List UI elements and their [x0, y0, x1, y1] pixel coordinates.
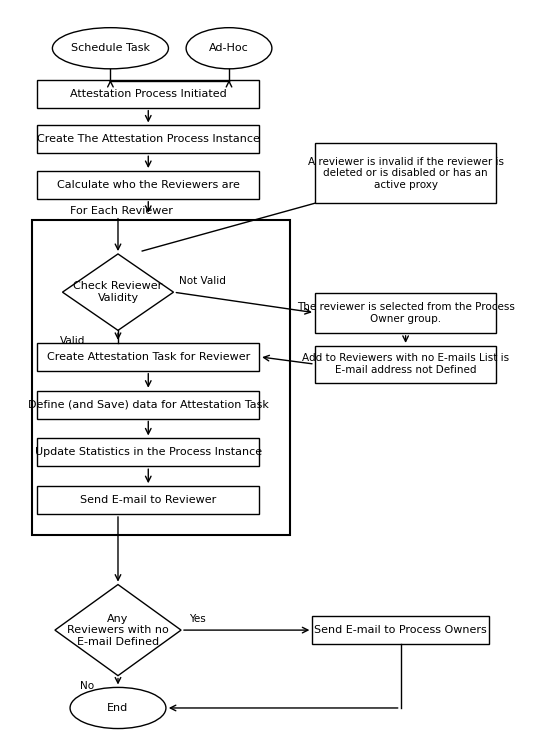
Ellipse shape: [70, 687, 166, 729]
Text: Valid: Valid: [60, 336, 85, 345]
Ellipse shape: [186, 27, 272, 69]
Text: No: No: [80, 681, 94, 691]
Text: Yes: Yes: [189, 614, 206, 624]
Polygon shape: [55, 585, 181, 675]
FancyBboxPatch shape: [315, 293, 497, 333]
Text: Update Statistics in the Process Instance: Update Statistics in the Process Instanc…: [35, 447, 262, 457]
Text: Any
Reviewers with no
E-mail Defined: Any Reviewers with no E-mail Defined: [67, 614, 169, 646]
Polygon shape: [62, 254, 173, 331]
FancyBboxPatch shape: [312, 616, 489, 644]
Text: Calculate who the Reviewers are: Calculate who the Reviewers are: [57, 180, 240, 190]
Text: Create The Attestation Process Instance: Create The Attestation Process Instance: [37, 134, 260, 144]
FancyBboxPatch shape: [37, 126, 259, 153]
FancyBboxPatch shape: [37, 391, 259, 418]
Text: Define (and Save) data for Attestation Task: Define (and Save) data for Attestation T…: [28, 400, 268, 409]
FancyBboxPatch shape: [315, 143, 497, 204]
Text: Check Reviewer
Validity: Check Reviewer Validity: [73, 282, 162, 303]
Text: Attestation Process Initiated: Attestation Process Initiated: [70, 89, 226, 99]
FancyBboxPatch shape: [32, 220, 289, 535]
Text: For Each Reviewer: For Each Reviewer: [70, 206, 173, 215]
Ellipse shape: [52, 27, 168, 69]
FancyBboxPatch shape: [37, 486, 259, 514]
Text: End: End: [108, 703, 129, 713]
Text: The reviewer is selected from the Process
Owner group.: The reviewer is selected from the Proces…: [296, 302, 514, 323]
Text: Send E-mail to Reviewer: Send E-mail to Reviewer: [80, 495, 216, 505]
FancyBboxPatch shape: [315, 345, 497, 383]
Text: A reviewer is invalid if the reviewer is
deleted or is disabled or has an
active: A reviewer is invalid if the reviewer is…: [308, 157, 504, 189]
FancyBboxPatch shape: [37, 438, 259, 467]
FancyBboxPatch shape: [37, 171, 259, 199]
Text: Schedule Task: Schedule Task: [71, 43, 150, 53]
FancyBboxPatch shape: [37, 343, 259, 371]
Text: Ad-Hoc: Ad-Hoc: [209, 43, 249, 53]
FancyBboxPatch shape: [37, 80, 259, 108]
Text: Send E-mail to Process Owners: Send E-mail to Process Owners: [314, 625, 487, 635]
Text: Add to Reviewers with no E-mails List is
E-mail address not Defined: Add to Reviewers with no E-mails List is…: [302, 354, 509, 375]
Text: Not Valid: Not Valid: [179, 276, 225, 286]
Text: Create Attestation Task for Reviewer: Create Attestation Task for Reviewer: [47, 351, 250, 362]
